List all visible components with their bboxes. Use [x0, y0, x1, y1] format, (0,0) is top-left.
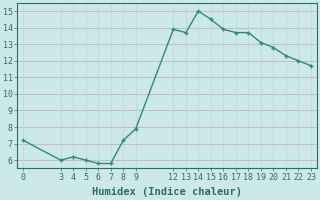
X-axis label: Humidex (Indice chaleur): Humidex (Indice chaleur) — [92, 187, 242, 197]
